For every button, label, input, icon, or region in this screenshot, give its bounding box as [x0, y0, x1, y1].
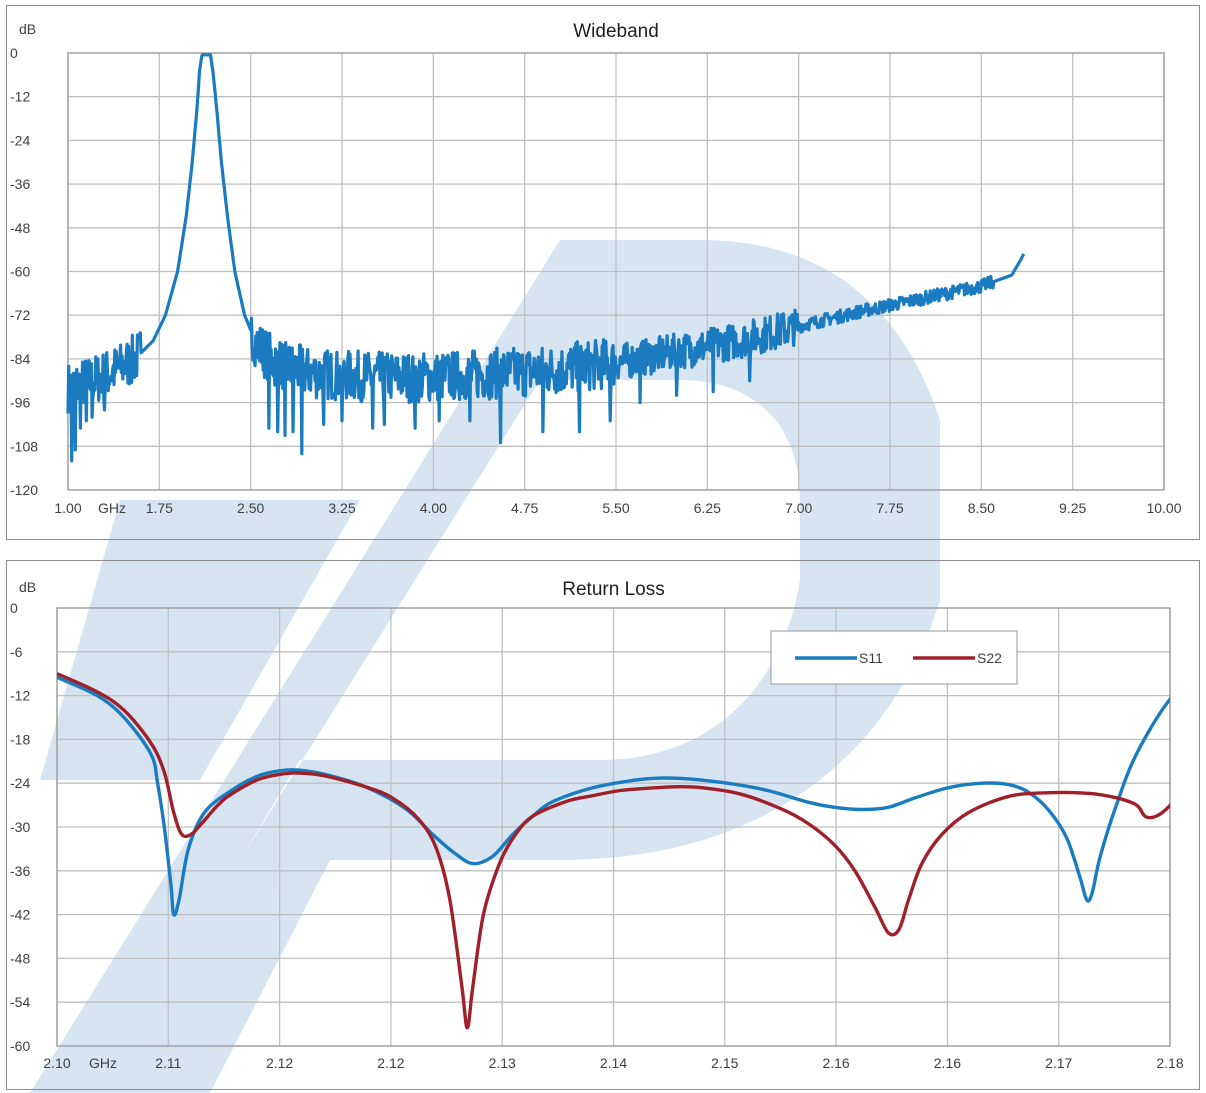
x-tick-label: 2.12	[377, 1055, 404, 1071]
y-tick-label: 0	[10, 45, 18, 61]
x-unit-label: GHz	[98, 500, 126, 516]
wideband-series-line	[66, 53, 1026, 463]
y-tick-label: -54	[10, 994, 30, 1010]
x-tick-label: 1.00	[54, 500, 81, 516]
y-tick-label: -24	[10, 132, 30, 148]
y-tick-label: -12	[10, 688, 30, 704]
y-tick-label: -30	[10, 819, 30, 835]
y-tick-label: -60	[10, 264, 30, 280]
y-unit-label: dB	[19, 21, 36, 37]
x-unit-label: GHz	[89, 1055, 117, 1071]
y-tick-label: -60	[10, 1038, 30, 1054]
wideband-chart: Wideband dB 0 -12 -24 -36 -48 -60 -72 -84 -96 -108 -…	[6, 5, 1200, 540]
gridlines	[67, 52, 1165, 491]
y-tick-label: -24	[10, 775, 30, 791]
y-tick-label: -120	[10, 482, 38, 498]
y-tick-label: -96	[10, 395, 30, 411]
x-tick-label: 2.10	[43, 1055, 70, 1071]
x-tick-label: 2.16	[934, 1055, 961, 1071]
x-tick-label: 8.50	[968, 500, 995, 516]
x-tick-label: 7.00	[785, 500, 812, 516]
y-tick-label: -108	[10, 438, 38, 454]
x-tick-label: 3.25	[328, 500, 355, 516]
x-tick-label: 2.16	[822, 1055, 849, 1071]
chart-title: Return Loss	[562, 579, 664, 600]
y-unit-label: dB	[19, 579, 36, 595]
x-tick-label: 2.13	[489, 1055, 516, 1071]
plot-area	[56, 607, 1171, 1047]
x-tick-label: 2.14	[600, 1055, 627, 1071]
y-tick-label: -42	[10, 907, 30, 923]
y-tick-label: -48	[10, 220, 30, 236]
y-tick-label: -72	[10, 307, 30, 323]
series-line-s11	[57, 675, 1170, 917]
y-tick-label: -12	[10, 89, 30, 105]
x-tick-label: 2.17	[1045, 1055, 1072, 1071]
x-tick-label: 9.25	[1059, 500, 1086, 516]
y-tick-label: -36	[10, 176, 30, 192]
x-tick-label: 4.75	[511, 500, 538, 516]
return-loss-chart: Return Loss dB 0 -6 -12 -18 -24 -30 -36 -42 -48 -54…	[6, 560, 1200, 1090]
y-tick-label: -84	[10, 351, 30, 367]
series-line-s22	[57, 672, 1170, 1030]
x-tick-label: 10.00	[1146, 500, 1181, 516]
x-tick-label: 4.00	[420, 500, 447, 516]
x-tick-label: 2.18	[1156, 1055, 1183, 1071]
legend: S11 S22	[770, 630, 1018, 685]
x-tick-label: 2.15	[711, 1055, 738, 1071]
y-tick-label: -18	[10, 731, 30, 747]
x-tick-label: 2.50	[237, 500, 264, 516]
y-tick-label: -6	[10, 644, 23, 660]
x-tick-label: 2.12	[266, 1055, 293, 1071]
x-tick-label: 5.50	[602, 500, 629, 516]
plot-area	[67, 52, 1165, 491]
x-tick-label: 7.75	[876, 500, 903, 516]
y-tick-label: -36	[10, 863, 30, 879]
x-tick-label: 1.75	[146, 500, 173, 516]
y-tick-label: 0	[10, 600, 18, 616]
legend-label-s11: S11	[859, 650, 883, 666]
x-tick-label: 2.11	[155, 1055, 181, 1071]
x-tick-label: 6.25	[694, 500, 721, 516]
wideband-plot: Wideband dB0 -12 -24 -36 -48 -60 -72 -84 -96 -108 -…	[10, 21, 1182, 516]
y-tick-label: -48	[10, 950, 30, 966]
chart-title: Wideband	[573, 21, 659, 42]
return-loss-plot: Return Loss dB0 -6 -12 -18 -24 -30 -36 -42 -48 -54…	[10, 579, 1184, 1071]
legend-label-s22: S22	[977, 650, 1002, 666]
